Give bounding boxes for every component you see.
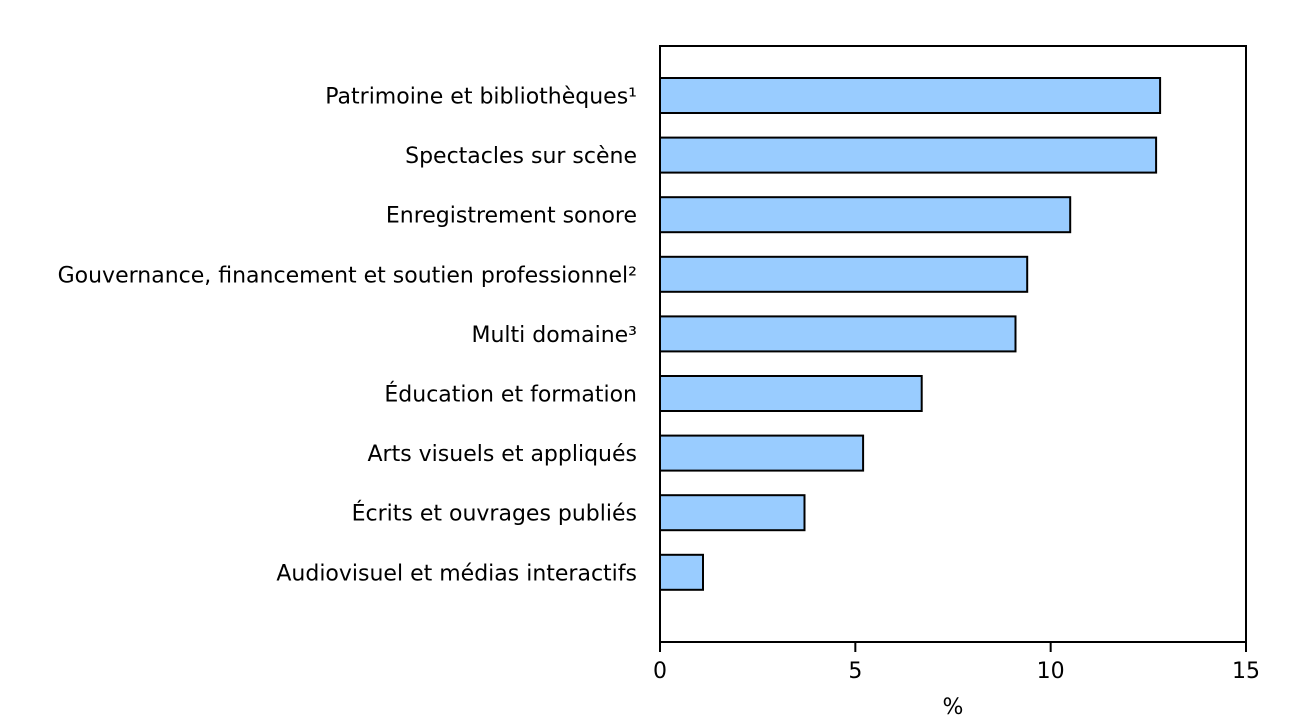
category-label: Éducation et formation: [384, 382, 637, 408]
bar: [659, 136, 1158, 174]
x-tick-label: 0: [653, 659, 667, 684]
bars-group: [659, 77, 1162, 591]
bar: [659, 196, 1072, 234]
bar: [659, 255, 1029, 293]
x-tick-labels-group: 0 5 10 15: [653, 659, 1260, 684]
x-ticks-group: [659, 642, 1247, 652]
bar: [659, 315, 1017, 353]
category-label: Gouvernance, financement et soutien prof…: [58, 263, 637, 288]
plot-frame: [659, 45, 1247, 643]
category-label: Arts visuels et appliqués: [367, 442, 637, 467]
bar: [659, 375, 923, 412]
x-tick-label: 15: [1232, 659, 1260, 684]
category-labels-group: Patrimoine et bibliothèques¹ Spectacles s…: [58, 85, 637, 587]
x-tick-label: 5: [848, 659, 862, 684]
bar: [659, 553, 704, 591]
bar: [659, 77, 1162, 114]
x-axis-title: %: [943, 695, 964, 717]
category-label: Spectacles sur scène: [405, 144, 637, 169]
category-label: Enregistrement sonore: [386, 204, 637, 229]
x-tick-label: 10: [1037, 659, 1065, 684]
category-label: Écrits et ouvrages publiés: [352, 501, 637, 527]
category-label: Audiovisuel et médias interactifs: [276, 561, 637, 586]
bar: [659, 494, 806, 532]
category-label: Patrimoine et bibliothèques¹: [325, 85, 637, 110]
category-label: Multi domaine³: [471, 323, 637, 348]
bar: [659, 434, 865, 472]
